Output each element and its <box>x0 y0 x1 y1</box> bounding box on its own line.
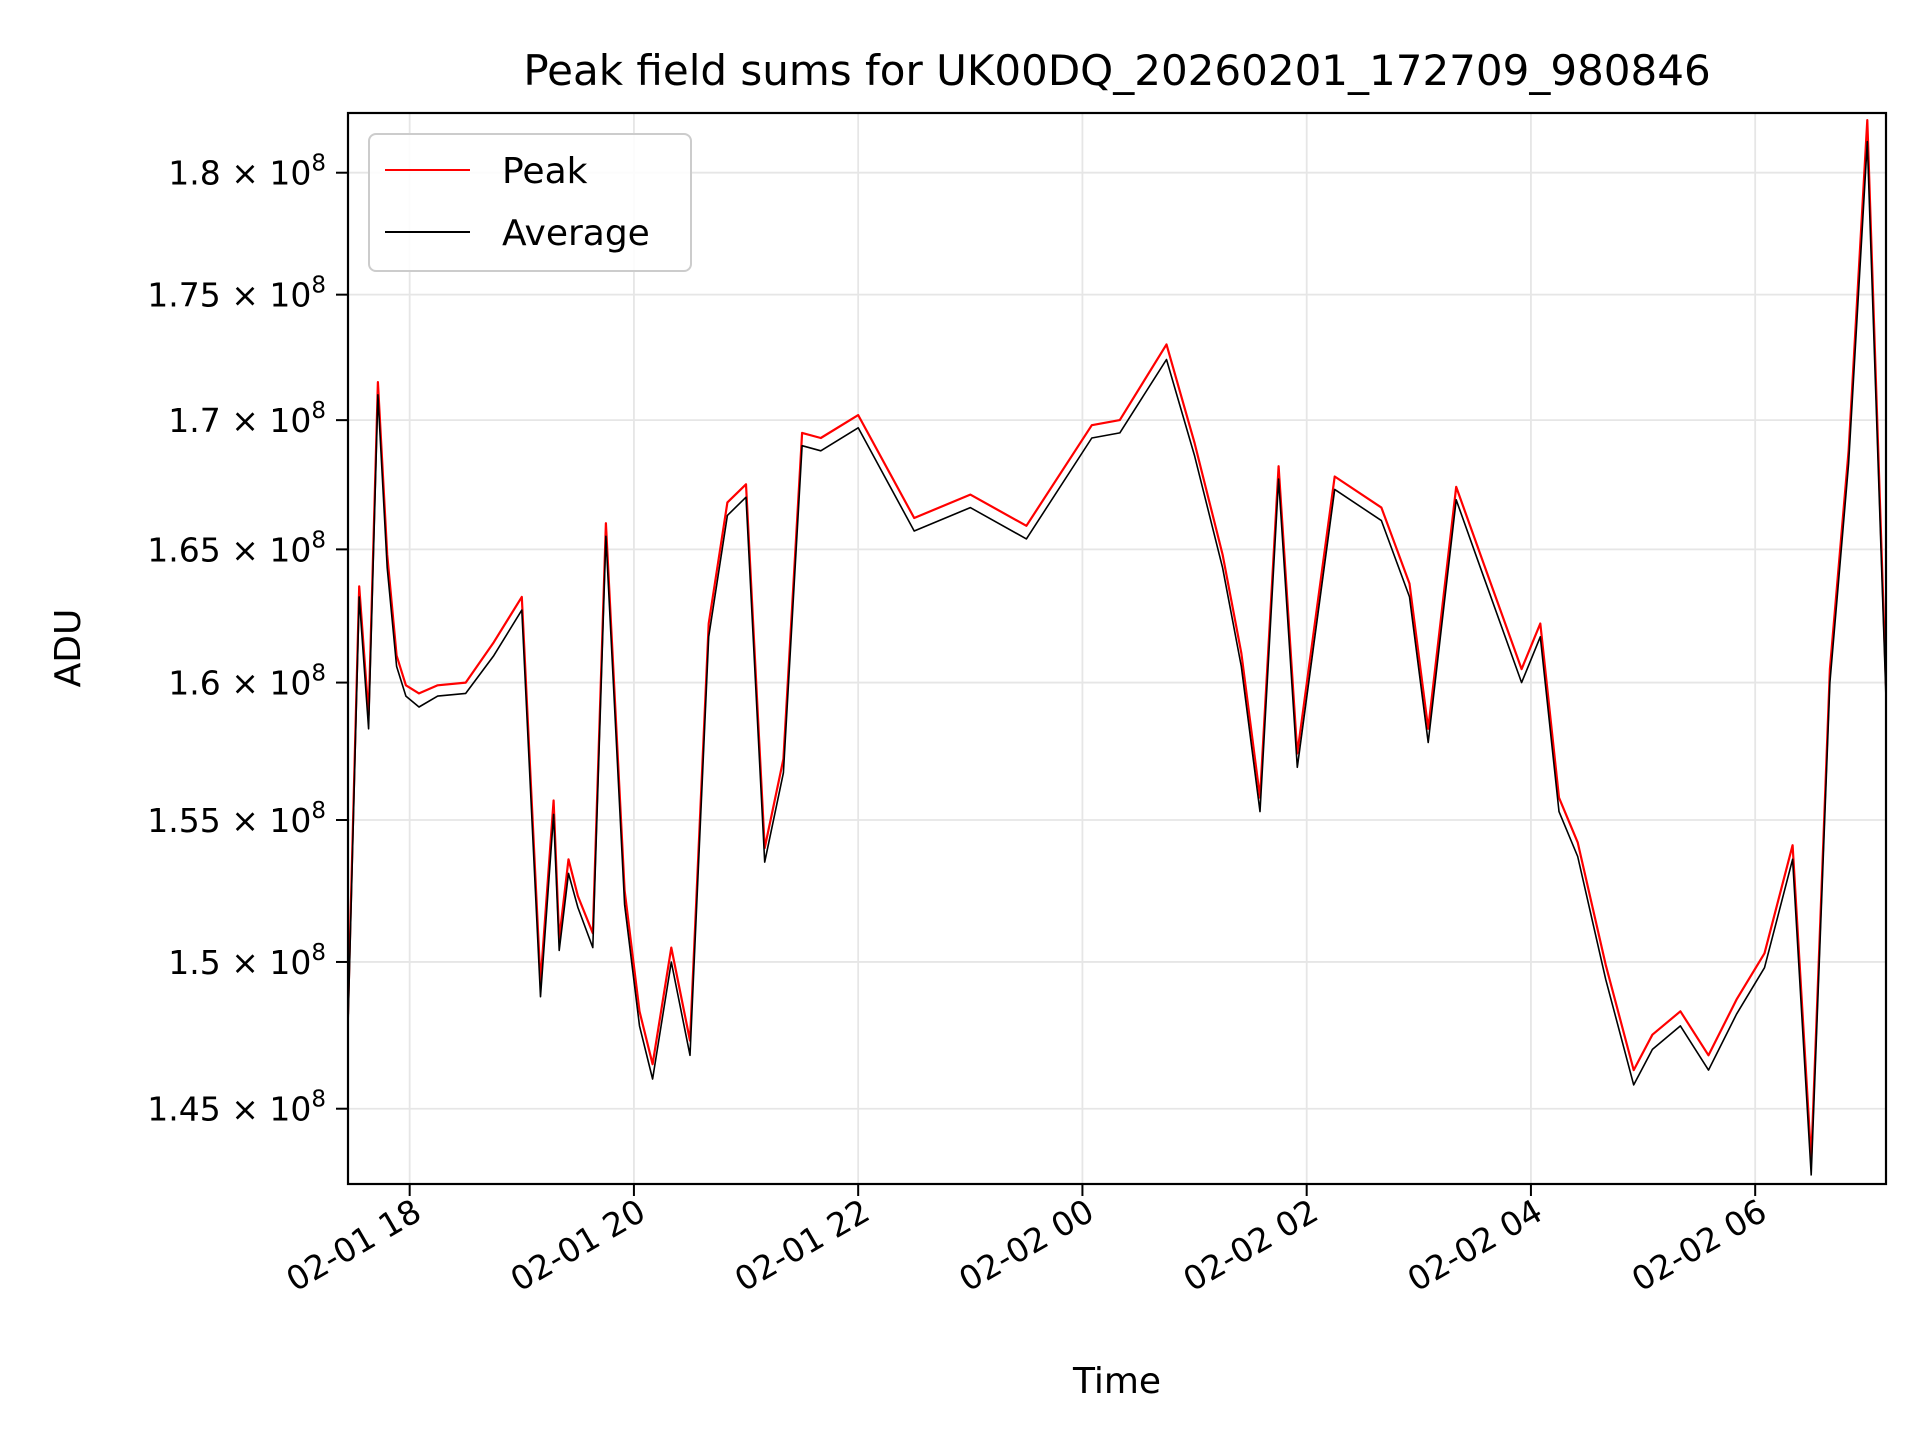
chart-title: Peak field sums for UK00DQ_20260201_1727… <box>523 46 1710 95</box>
y-tick-label: 1.6 × 108 <box>168 661 326 703</box>
series-line-peak <box>348 118 1886 1161</box>
y-tick-label: 1.5 × 108 <box>168 940 326 982</box>
series-lines <box>348 118 1886 1176</box>
y-tick-label: 1.45 × 108 <box>147 1087 326 1129</box>
x-axis-label: Time <box>1072 1361 1161 1402</box>
y-tick-label: 1.75 × 108 <box>147 273 326 315</box>
legend-label-average: Average <box>502 213 650 254</box>
legend: Peak Average <box>368 133 692 272</box>
y-tick-label: 1.55 × 108 <box>147 798 326 840</box>
y-tick-label: 1.7 × 108 <box>168 398 326 440</box>
legend-label-peak: Peak <box>502 151 588 192</box>
y-tick-label: 1.65 × 108 <box>147 527 326 569</box>
plot-frame <box>346 111 1888 1186</box>
y-axis-label: ADU <box>48 609 89 688</box>
y-tick-label: 1.8 × 108 <box>168 151 326 193</box>
plot-area <box>348 118 1886 1176</box>
series-line-average <box>348 140 1886 1176</box>
y-axis-ticks: 1.45 × 108 1.5 × 108 1.55 × 108 1.6 × 108 1.… <box>147 151 348 1129</box>
legend-box <box>368 133 692 272</box>
